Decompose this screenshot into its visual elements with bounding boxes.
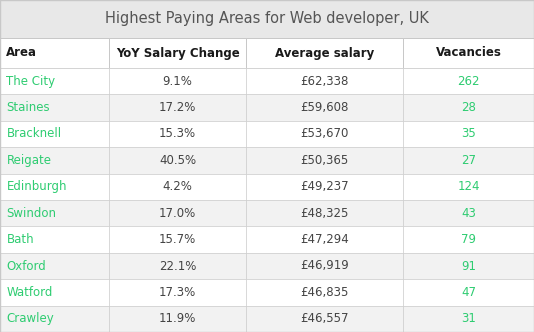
Text: £50,365: £50,365 [300, 154, 349, 167]
Bar [0, 279, 109, 305]
Text: 43: 43 [461, 207, 476, 220]
Text: £46,835: £46,835 [300, 286, 349, 299]
Text: The City: The City [6, 75, 56, 88]
Text: Reigate: Reigate [6, 154, 51, 167]
Text: £59,608: £59,608 [300, 101, 349, 114]
Bar [0, 121, 109, 147]
Bar [0, 174, 109, 200]
Bar [403, 174, 534, 200]
Bar [246, 226, 403, 253]
Bar [246, 147, 403, 174]
Bar [403, 38, 534, 68]
Text: Crawley: Crawley [6, 312, 54, 325]
Text: 47: 47 [461, 286, 476, 299]
Bar [246, 279, 403, 305]
Bar [403, 121, 534, 147]
Text: Staines: Staines [6, 101, 50, 114]
Text: £62,338: £62,338 [300, 75, 349, 88]
Text: 28: 28 [461, 101, 476, 114]
Bar [0, 147, 109, 174]
Text: 17.3%: 17.3% [159, 286, 196, 299]
Bar [403, 305, 534, 332]
Bar [0, 305, 109, 332]
Bar [109, 94, 246, 121]
Bar [246, 68, 403, 94]
Text: £46,557: £46,557 [300, 312, 349, 325]
Text: Swindon: Swindon [6, 207, 57, 220]
Text: 91: 91 [461, 260, 476, 273]
Bar [109, 305, 246, 332]
Text: 35: 35 [461, 127, 476, 140]
Text: £46,919: £46,919 [300, 260, 349, 273]
Bar [246, 305, 403, 332]
Bar [109, 226, 246, 253]
Text: £48,325: £48,325 [300, 207, 349, 220]
Bar [403, 94, 534, 121]
Bar [0, 94, 109, 121]
Text: 124: 124 [457, 180, 480, 193]
Bar [246, 38, 403, 68]
Bar [403, 279, 534, 305]
Text: Area: Area [6, 46, 37, 59]
Text: 79: 79 [461, 233, 476, 246]
Text: £49,237: £49,237 [300, 180, 349, 193]
Bar [0, 253, 109, 279]
Bar [109, 174, 246, 200]
Bar [246, 253, 403, 279]
Bar [109, 200, 246, 226]
Bar [109, 38, 246, 68]
Bar [246, 200, 403, 226]
Text: £53,670: £53,670 [300, 127, 349, 140]
Text: 27: 27 [461, 154, 476, 167]
Bar [109, 121, 246, 147]
Text: Oxford: Oxford [6, 260, 46, 273]
Bar [0, 0, 534, 38]
Text: Vacancies: Vacancies [436, 46, 501, 59]
Bar [246, 94, 403, 121]
Text: 15.3%: 15.3% [159, 127, 196, 140]
Text: £47,294: £47,294 [300, 233, 349, 246]
Text: Bracknell: Bracknell [6, 127, 61, 140]
Text: 31: 31 [461, 312, 476, 325]
Bar [109, 147, 246, 174]
Text: YoY Salary Change: YoY Salary Change [116, 46, 239, 59]
Text: Bath: Bath [6, 233, 34, 246]
Bar [403, 147, 534, 174]
Text: 11.9%: 11.9% [159, 312, 196, 325]
Bar [0, 200, 109, 226]
Bar [109, 279, 246, 305]
Bar [403, 253, 534, 279]
Bar [0, 38, 109, 68]
Bar [403, 200, 534, 226]
Bar [109, 253, 246, 279]
Text: 4.2%: 4.2% [163, 180, 192, 193]
Text: 9.1%: 9.1% [163, 75, 192, 88]
Text: 22.1%: 22.1% [159, 260, 196, 273]
Text: Watford: Watford [6, 286, 53, 299]
Text: Highest Paying Areas for Web developer, UK: Highest Paying Areas for Web developer, … [105, 12, 429, 27]
Bar [246, 174, 403, 200]
Text: 262: 262 [457, 75, 480, 88]
Text: Average salary: Average salary [275, 46, 374, 59]
Bar [0, 226, 109, 253]
Text: 17.2%: 17.2% [159, 101, 196, 114]
Bar [403, 68, 534, 94]
Text: 15.7%: 15.7% [159, 233, 196, 246]
Text: 40.5%: 40.5% [159, 154, 196, 167]
Bar [109, 68, 246, 94]
Bar [0, 68, 109, 94]
Text: 17.0%: 17.0% [159, 207, 196, 220]
Bar [403, 226, 534, 253]
Text: Edinburgh: Edinburgh [6, 180, 67, 193]
Bar [246, 121, 403, 147]
